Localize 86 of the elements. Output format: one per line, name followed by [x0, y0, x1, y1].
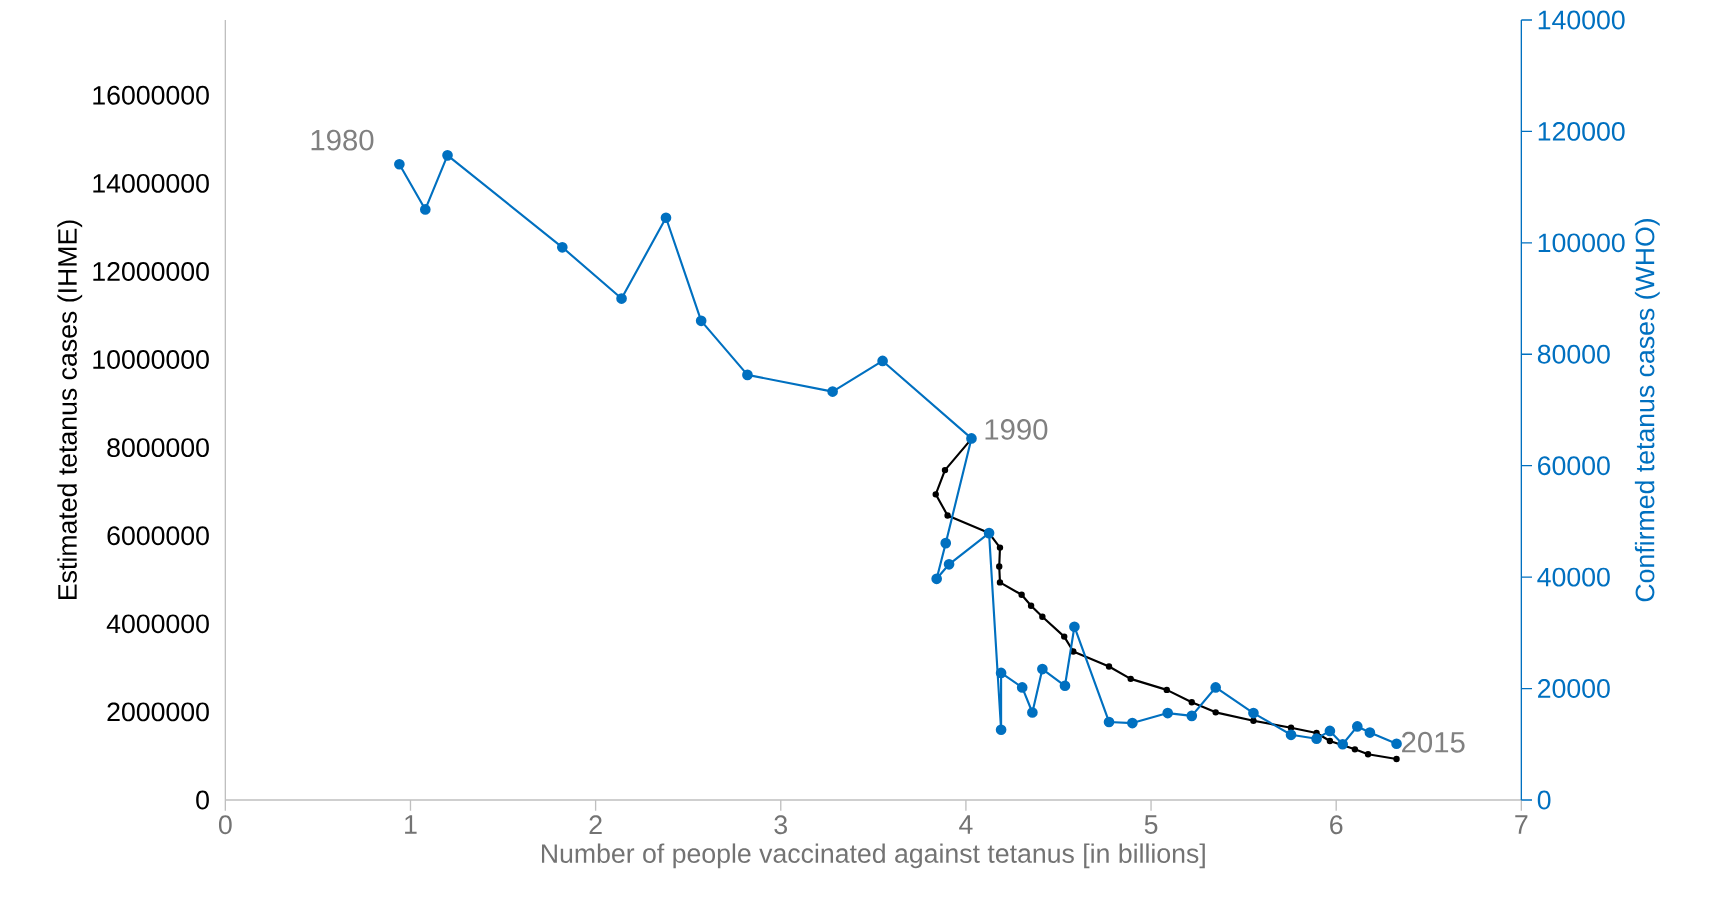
- x-axis-title: Number of people vaccinated against tetanus [in billions]: [542, 843, 1205, 869]
- point: [1391, 738, 1402, 750]
- y2-axis-title: Confirmed tetanus cases (WHO): [1634, 219, 1660, 602]
- point: [1105, 663, 1113, 670]
- y-tick-label: 14000000: [93, 173, 209, 193]
- point: [616, 293, 627, 304]
- point: [996, 579, 1004, 586]
- point: [1103, 716, 1115, 728]
- point: [944, 512, 951, 519]
- x-tick-label: 4: [959, 815, 973, 834]
- y-tick-label: 2000000: [107, 702, 209, 722]
- point: [1061, 633, 1068, 640]
- annotation: 1980: [311, 129, 374, 151]
- point: [1037, 663, 1048, 675]
- point: [932, 491, 939, 498]
- point: [877, 355, 888, 367]
- point: [1070, 648, 1077, 655]
- point: [995, 667, 1007, 679]
- y2-tick-label: 0: [1537, 790, 1551, 810]
- y2-tick-label: 60000: [1538, 456, 1610, 476]
- point: [695, 315, 707, 327]
- x-tick-label: 6: [1330, 815, 1343, 835]
- y-tick-label: 10000000: [93, 350, 209, 369]
- point: [1069, 621, 1080, 633]
- point: [1351, 721, 1363, 732]
- point: [1127, 675, 1134, 683]
- point: [1059, 680, 1071, 692]
- x-tick-label: 1: [405, 815, 417, 834]
- point: [1337, 738, 1349, 750]
- point: [1364, 727, 1376, 738]
- point: [742, 369, 753, 381]
- point: [996, 544, 1004, 551]
- point: [1018, 591, 1025, 598]
- point: [394, 158, 405, 170]
- point: [995, 724, 1007, 736]
- point: [1248, 707, 1259, 719]
- point: [1324, 725, 1336, 737]
- y2-tick-label: 140000: [1538, 10, 1625, 30]
- x-tick-label: 2: [589, 815, 602, 834]
- annotation: 2015: [1402, 731, 1465, 753]
- y-tick-label: 8000000: [107, 438, 209, 458]
- x-tick-label: 7: [1515, 815, 1528, 834]
- y-tick-label: 6000000: [107, 526, 209, 546]
- point: [1364, 750, 1372, 758]
- point: [827, 386, 838, 397]
- point: [419, 204, 431, 215]
- y2-tick-label: 20000: [1538, 679, 1610, 698]
- point: [1027, 602, 1035, 609]
- point: [556, 241, 568, 253]
- point: [1351, 746, 1359, 753]
- point: [1287, 724, 1295, 731]
- point: [442, 150, 453, 161]
- point: [1250, 717, 1257, 724]
- point: [1162, 707, 1174, 719]
- point: [1393, 755, 1400, 763]
- x-tick-label: 5: [1144, 815, 1158, 834]
- point: [1212, 709, 1219, 716]
- point: [1163, 686, 1170, 694]
- point: [1186, 710, 1198, 722]
- y-tick-label: 4000000: [106, 614, 209, 634]
- point: [1188, 699, 1195, 706]
- point: [660, 212, 672, 224]
- point: [1127, 717, 1138, 729]
- y2-tick-label: 120000: [1538, 121, 1625, 141]
- x-tick-label: 3: [774, 815, 788, 835]
- annotation: 1990: [985, 419, 1048, 440]
- y-tick-label: 0: [196, 790, 209, 810]
- point: [943, 558, 955, 570]
- y2-tick-label: 80000: [1537, 344, 1610, 364]
- point: [1311, 733, 1322, 745]
- point: [1027, 707, 1038, 718]
- point: [996, 563, 1003, 570]
- y2-tick-label: 100000: [1538, 233, 1625, 253]
- point: [1039, 613, 1046, 620]
- point: [940, 537, 952, 549]
- y-tick-label: 16000000: [93, 85, 209, 105]
- point: [931, 573, 942, 585]
- x-tick-label: 0: [218, 815, 232, 835]
- y-tick-label: 12000000: [93, 262, 209, 281]
- point: [941, 466, 949, 474]
- y-axis-title: Estimated tetanus cases (IHME): [57, 220, 83, 599]
- y2-tick-label: 40000: [1537, 567, 1610, 587]
- point: [1285, 729, 1297, 741]
- point: [1016, 682, 1028, 693]
- point: [1210, 682, 1222, 693]
- point: [1326, 737, 1334, 745]
